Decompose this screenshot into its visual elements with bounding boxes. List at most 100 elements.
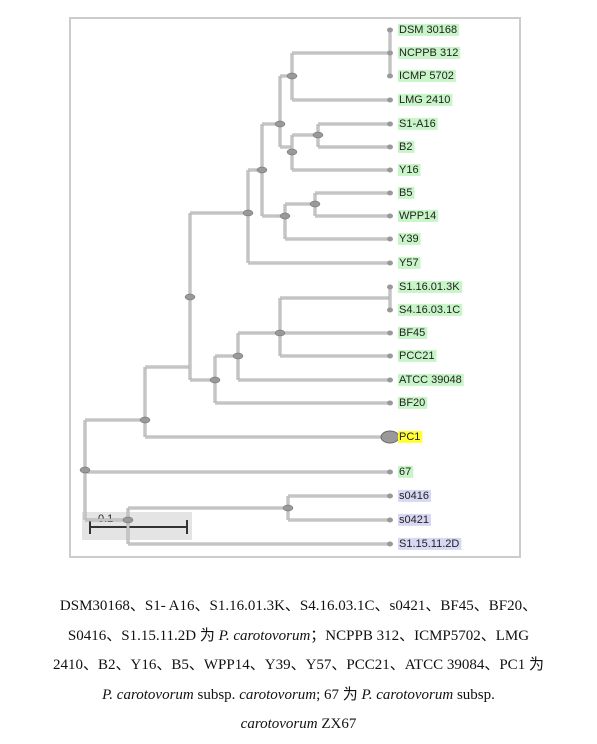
caption-text: subsp. [193,686,240,703]
caption-line: carotovorum ZX67 [0,710,597,740]
leaf-node [387,260,393,266]
node [242,209,254,217]
label-highlight [398,186,415,199]
caption-line: S0416、S1.15.11.2D 为 P. carotovorum；NCPPB… [0,622,597,652]
caption-text: S0416、S1.15.11.2D 为 [67,627,219,644]
leaf-node [387,190,393,196]
leaf-node [387,493,393,499]
leaf-label: NCPPB 312 [399,47,458,59]
caption-text: 2410、B2、Y16、B5、WPP14、Y39、Y57、PCC21、ATCC … [53,657,544,673]
leaf-node [387,144,393,150]
label-highlight [398,69,456,82]
caption: DSM30168、S1- A16、S1.16.01.3K、S4.16.03.1C… [0,592,597,740]
leaf-node [387,73,393,79]
leaf-label: S4.16.03.1C [399,304,460,316]
leaf-label: ATCC 39048 [399,374,462,386]
leaf-label: DSM 30168 [399,24,457,36]
branches [79,30,392,546]
leaf-label: s0416 [399,490,429,502]
leaf-node [387,330,393,336]
node [309,200,321,208]
caption-text: ZX67 [317,716,357,732]
label-highlight [398,46,461,59]
leaf-node [387,27,393,33]
label-highlight [398,163,421,176]
label-highlight [398,23,460,36]
caption-line: P. carotovorum subsp. carotovorum; 67 为 … [0,681,597,711]
caption-text: ; 67 为 [316,686,362,703]
label-highlight [398,209,439,222]
leaf-node [387,541,393,547]
leaf-label: s0421 [399,514,429,526]
leaf-node [387,97,393,103]
leaf-label: BF20 [399,397,425,409]
label-highlight [398,280,463,293]
node [286,148,298,156]
node [279,212,291,220]
label-highlight [398,303,463,316]
label-highlight [398,537,462,550]
label-highlight [398,489,431,502]
leaf-label: WPP14 [399,210,436,222]
leaf-label: Y39 [399,233,419,245]
caption-line: DSM30168、S1- A16、S1.16.01.3K、S4.16.03.1C… [0,592,597,622]
label-highlight [398,232,421,245]
leaf-label: Y16 [399,164,419,176]
label-highlight [398,430,423,443]
node [79,466,91,474]
leaf-node [387,469,393,475]
label-highlight [398,349,437,362]
caption-text: ；NCPPB 312、ICMP5702、LMG [310,627,530,644]
leaf-node [387,213,393,219]
leaf-label: 67 [399,466,411,478]
leaf-node [387,400,393,406]
caption-text: DSM30168、S1- A16、S1.16.01.3K、S4.16.03.1C… [59,598,538,614]
node [139,416,151,424]
leaf-label: S1.15.11.2D [399,538,459,550]
node [232,352,244,360]
leaf-node [387,353,393,359]
leaf-node [387,236,393,242]
leaf-node [387,167,393,173]
leaf-node [387,50,393,56]
label-highlight [398,465,414,478]
leaf-label: B2 [399,141,412,153]
node [122,516,134,524]
node [274,120,286,128]
leaf-label: S1.16.01.3K [399,281,460,293]
node [312,131,324,139]
caption-text: P. carotovorum [361,686,454,703]
leaf-labels: DSM 30168 NCPPB 312 ICMP 5702 LMG 2410 S1-A1… [380,23,464,550]
caption-text: carotovorum [239,686,317,703]
leaf-node [387,121,393,127]
node [274,329,286,337]
label-highlight [398,93,453,106]
node [256,166,268,174]
label-highlight [398,256,421,269]
label-highlight [398,396,428,409]
leaf-label: B5 [399,187,412,199]
caption-line: 2410、B2、Y16、B5、WPP14、Y39、Y57、PCC21、ATCC … [0,651,597,681]
label-highlight [398,373,464,386]
leaf-label: LMG 2410 [399,94,450,106]
caption-text: carotovorum [240,716,318,732]
leaf-node [387,377,393,383]
label-highlight [398,140,415,153]
caption-text: subsp. [453,686,495,703]
node [286,72,298,80]
leaf-node [380,430,400,444]
caption-text: P. carotovorum [218,627,311,644]
label-highlight [398,117,438,130]
caption-text: P. carotovorum [102,686,194,703]
leaf-label: ICMP 5702 [399,70,454,82]
leaf-node [387,307,393,313]
leaf-node [387,517,393,523]
node [282,504,294,512]
leaf-node [387,284,393,290]
leaf-label: BF45 [399,327,425,339]
leaf-label: S1-A16 [399,118,436,130]
label-highlight [398,513,431,526]
node [209,376,221,384]
